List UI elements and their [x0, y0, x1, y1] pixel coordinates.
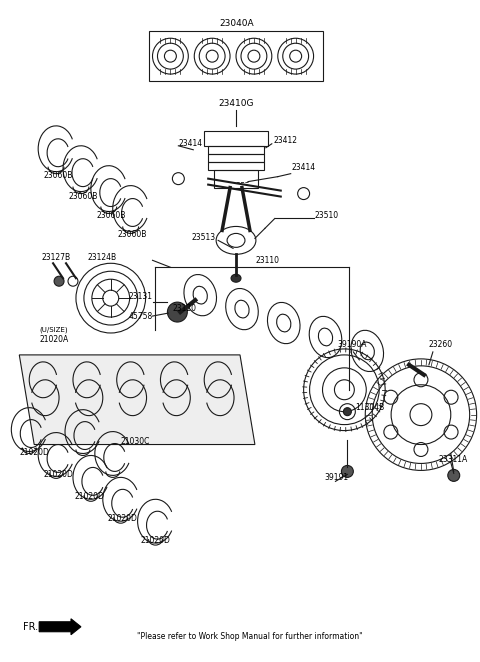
- Text: 23311A: 23311A: [439, 455, 468, 464]
- Text: 21020D: 21020D: [141, 536, 170, 545]
- Text: 23412: 23412: [274, 136, 298, 145]
- Text: 21020D: 21020D: [108, 514, 138, 523]
- Text: 23110: 23110: [256, 256, 280, 265]
- Text: 21020A: 21020A: [39, 336, 69, 344]
- Bar: [204, 131, 268, 146]
- Bar: [148, 31, 323, 81]
- Circle shape: [448, 469, 460, 481]
- Text: 23510: 23510: [314, 211, 339, 220]
- Circle shape: [343, 408, 351, 416]
- Ellipse shape: [231, 274, 241, 282]
- Text: 23414: 23414: [292, 164, 316, 172]
- Text: 21020D: 21020D: [75, 492, 105, 501]
- Bar: [208, 154, 264, 162]
- Polygon shape: [19, 355, 255, 444]
- Text: 23124B: 23124B: [88, 253, 117, 261]
- Text: 23120: 23120: [172, 304, 196, 312]
- Text: 45758: 45758: [128, 312, 153, 320]
- Text: 23513: 23513: [191, 233, 215, 242]
- Text: 23414: 23414: [179, 139, 203, 148]
- Text: 23060B: 23060B: [69, 192, 98, 201]
- Text: 23060B: 23060B: [43, 171, 72, 180]
- Polygon shape: [39, 619, 81, 635]
- Text: "Please refer to Work Shop Manual for further information": "Please refer to Work Shop Manual for fu…: [137, 632, 363, 641]
- Text: 23131: 23131: [129, 292, 153, 301]
- Text: 21020D: 21020D: [19, 448, 49, 457]
- Text: 23127B: 23127B: [41, 253, 70, 261]
- Text: 23260: 23260: [429, 340, 453, 350]
- Bar: [214, 169, 258, 187]
- Text: 23410G: 23410G: [218, 99, 254, 109]
- Text: 21020D: 21020D: [43, 470, 73, 479]
- Text: 11304B: 11304B: [355, 403, 384, 412]
- Bar: [208, 146, 264, 154]
- Circle shape: [54, 276, 64, 286]
- Text: 39190A: 39190A: [337, 340, 367, 350]
- Circle shape: [168, 302, 187, 322]
- Bar: [208, 162, 264, 169]
- Text: 23040A: 23040A: [220, 19, 254, 28]
- Text: 23060B: 23060B: [97, 211, 126, 220]
- Text: 21030C: 21030C: [120, 437, 150, 446]
- Circle shape: [341, 465, 353, 477]
- Text: 23060B: 23060B: [118, 230, 147, 239]
- Text: 39191: 39191: [324, 473, 348, 482]
- Text: (U/SIZE): (U/SIZE): [39, 327, 68, 333]
- Text: FR.: FR.: [23, 622, 38, 632]
